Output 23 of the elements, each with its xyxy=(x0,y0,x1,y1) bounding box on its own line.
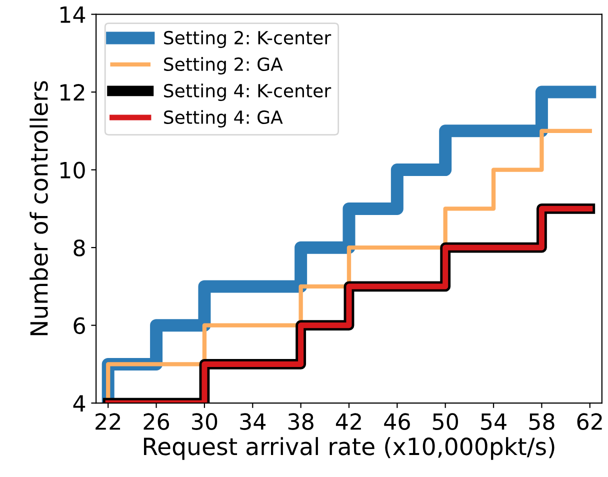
x-tick-label: 30 xyxy=(192,413,218,430)
y-axis-title: Number of controllers xyxy=(30,81,48,336)
x-tick-label: 22 xyxy=(96,413,120,430)
x-tick-label: 38 xyxy=(288,413,314,430)
y-tick-label: 4 xyxy=(73,395,86,412)
y-tick-label: 12 xyxy=(60,84,84,101)
x-tick-label: 26 xyxy=(144,413,170,430)
x-tick-label: 46 xyxy=(384,413,410,430)
x-tick-label: 62 xyxy=(577,413,602,430)
x-tick-label: 54 xyxy=(481,413,506,430)
y-tick-label: 8 xyxy=(74,240,85,256)
y-tick-label: 14 xyxy=(60,6,86,23)
x-axis-title: Request arrival rate (x10,000pkt/s) xyxy=(144,437,554,460)
x-tick-label: 50 xyxy=(432,413,458,430)
y-tick-label: 10 xyxy=(60,162,85,179)
x-tick-label: 42 xyxy=(336,413,361,430)
legend-label: Setting 4: K-center xyxy=(164,84,332,102)
x-tick-label: 58 xyxy=(529,413,554,430)
legend-label: Setting 4: GA xyxy=(164,110,283,128)
x-tick-label: 34 xyxy=(240,413,266,430)
y-tick-label: 6 xyxy=(74,317,85,334)
legend-label: Setting 2: GA xyxy=(164,57,283,75)
legend-label: Setting 2: K-center xyxy=(164,30,332,48)
